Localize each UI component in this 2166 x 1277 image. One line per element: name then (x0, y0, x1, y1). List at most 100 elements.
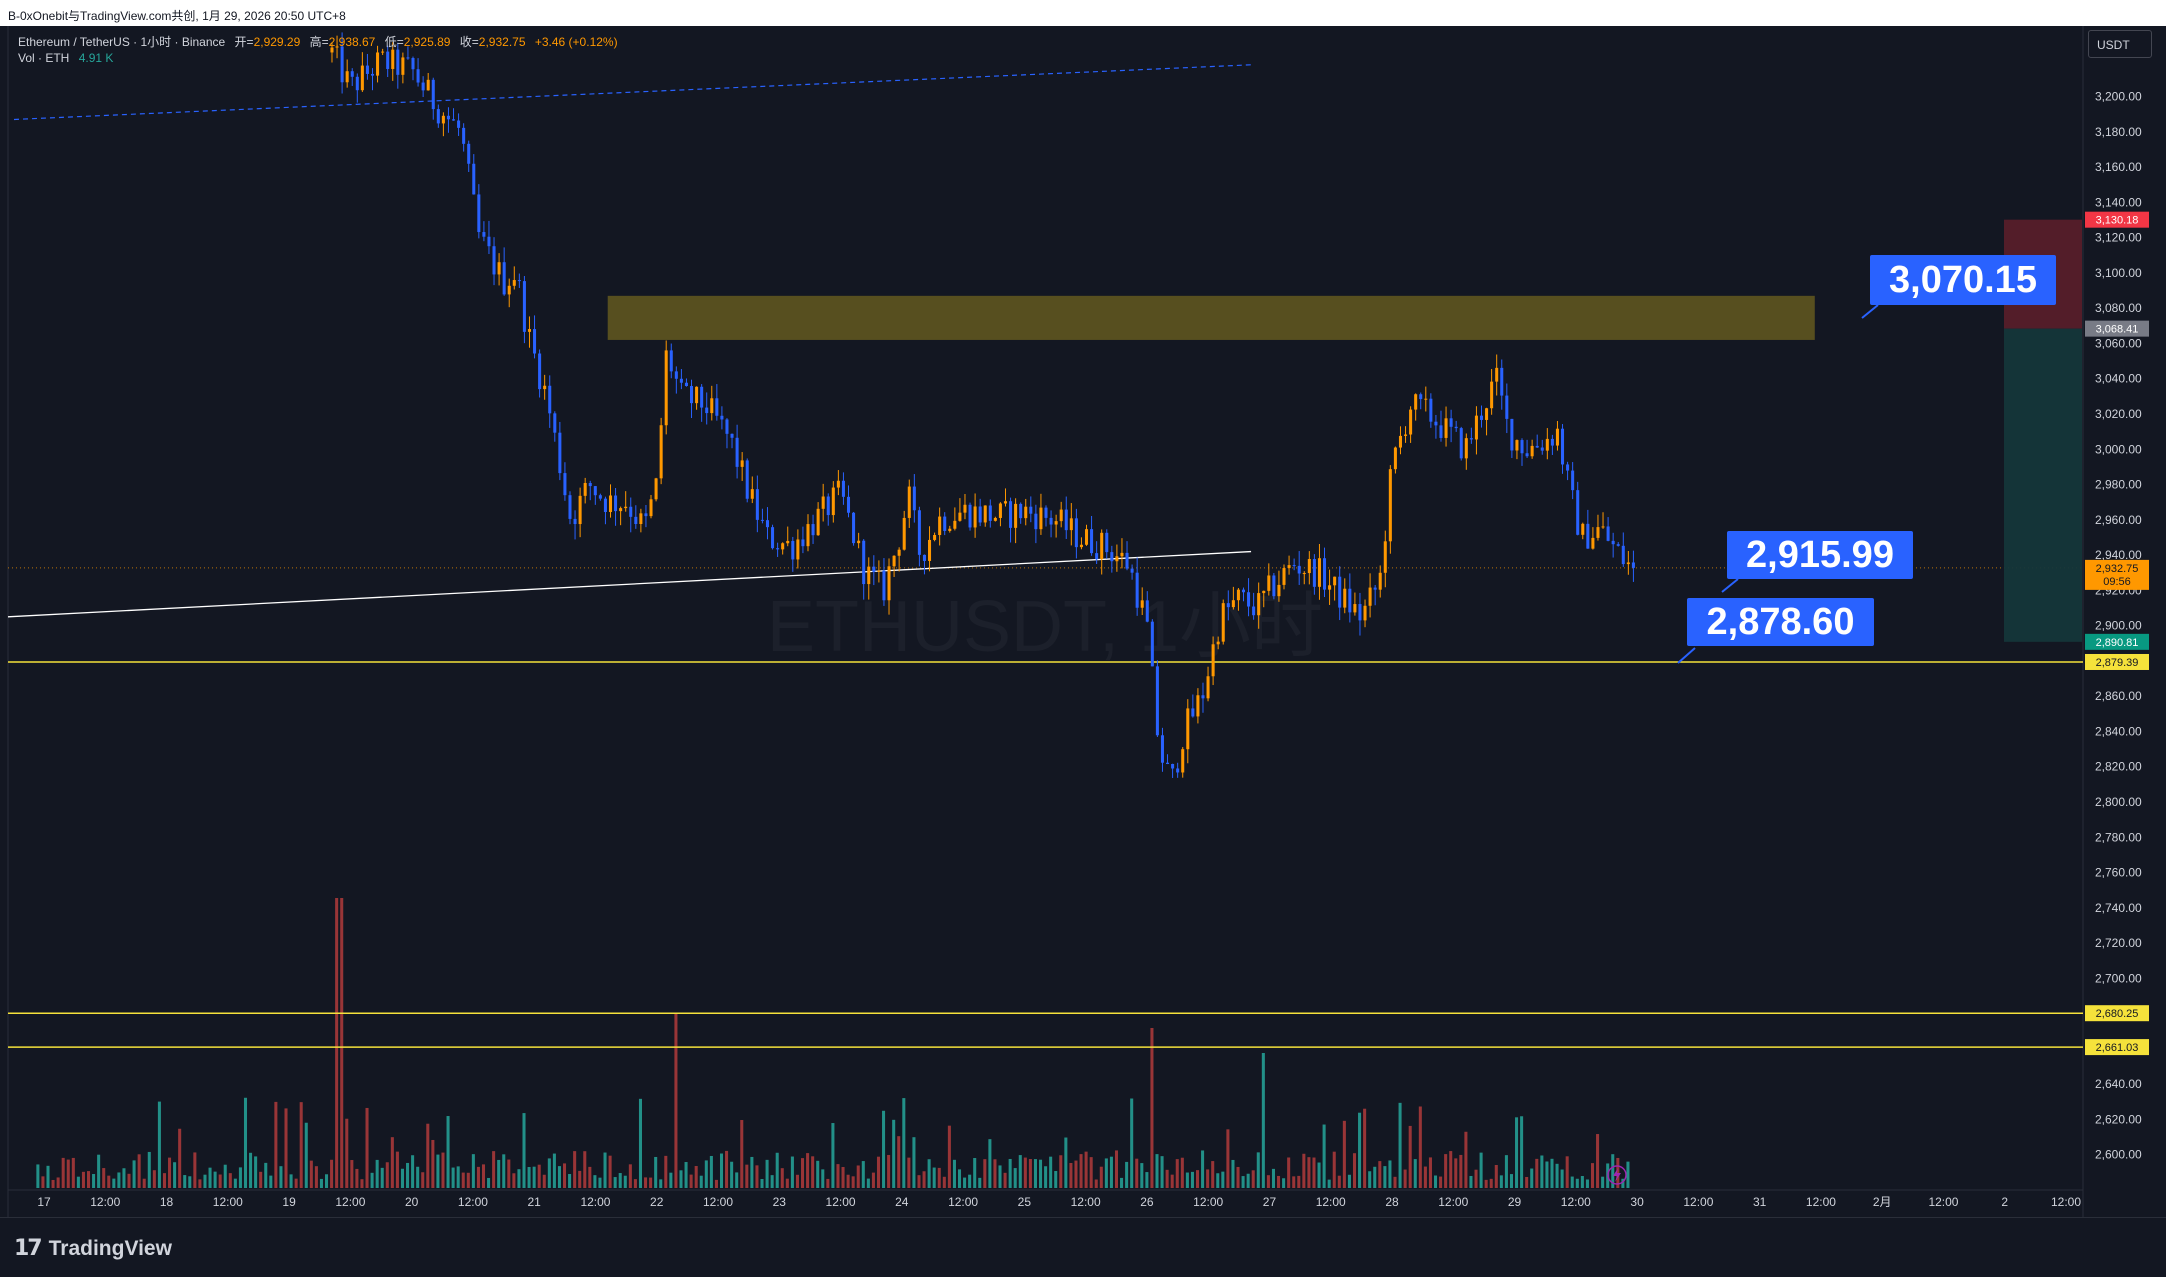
candle-body (1505, 395, 1509, 419)
candle-body (1631, 562, 1635, 568)
candle (340, 32, 344, 94)
volume-bar (1211, 1161, 1215, 1188)
volume-bar (208, 1167, 212, 1188)
support-price-annotation[interactable]: 2,878.60 (1687, 598, 1874, 646)
volume-bar (1175, 1159, 1179, 1188)
candle (791, 536, 795, 572)
x-tick-label: 12:00 (1561, 1195, 1591, 1209)
candle-body (1191, 708, 1195, 717)
tradingview-logo[interactable]: 17 TradingView (14, 1236, 172, 1261)
volume-bar (1282, 1178, 1286, 1188)
volume-bar (694, 1166, 698, 1188)
candle-body (1247, 592, 1251, 607)
volume-bar (709, 1155, 713, 1188)
candle-body (862, 540, 866, 585)
candle-body (902, 517, 906, 550)
candle-body (360, 65, 364, 91)
candle-body (533, 329, 537, 354)
volume-bar (507, 1159, 511, 1188)
time-axis[interactable]: 17 12:00 18 12:00 19 12:00 20 12:00 21 12:00 22 12:… (37, 1195, 2081, 1209)
legend-high-label: 高= (309, 35, 329, 49)
candle-body (679, 378, 683, 383)
volume-bar (1368, 1171, 1372, 1188)
candle-body (639, 513, 643, 525)
volume-bar (102, 1168, 106, 1188)
candle-body (968, 504, 972, 528)
volume-bar (1530, 1168, 1534, 1188)
volume-bar (476, 1166, 480, 1188)
volume-bar (669, 1172, 673, 1188)
candle-body (1110, 552, 1114, 562)
candle-body (725, 419, 729, 434)
candle (816, 502, 820, 536)
candle (968, 502, 972, 531)
candle-body (563, 473, 567, 496)
target-price-annotation[interactable]: 3,070.15 (1870, 255, 2056, 305)
alert-icon[interactable] (1607, 1165, 1627, 1185)
candle-body (1155, 666, 1159, 736)
candle (1181, 747, 1185, 778)
candle (806, 514, 810, 552)
candle-body (451, 119, 456, 121)
volume-bar (902, 1098, 906, 1188)
volume-bar (897, 1136, 901, 1188)
volume-bar (887, 1154, 891, 1188)
volume-bar (183, 1175, 187, 1188)
volume-bar (1327, 1179, 1331, 1188)
volume-bar (750, 1156, 754, 1188)
volume-bar (1271, 1168, 1275, 1188)
volume-bar (1003, 1172, 1007, 1188)
candle (776, 542, 780, 557)
volume-bar (1484, 1179, 1488, 1188)
volume-bar (107, 1175, 111, 1188)
candle-body (1373, 587, 1377, 590)
candle-body (467, 143, 471, 164)
volume-bar (1018, 1155, 1022, 1188)
candles-layer (330, 32, 1635, 778)
volume-bar (1246, 1173, 1250, 1188)
volume-bar (1464, 1131, 1468, 1188)
candle-body (1601, 526, 1605, 528)
volume-bar (1494, 1164, 1498, 1188)
volume-bar (345, 1118, 349, 1188)
candle (1287, 555, 1291, 575)
volume-bar (927, 1159, 931, 1188)
candle-body (1479, 415, 1484, 420)
candle-body (836, 480, 840, 488)
x-tick-label: 20 (405, 1195, 419, 1209)
candle-body (1566, 464, 1570, 471)
volume-bar (745, 1164, 749, 1188)
candle-body (1626, 562, 1630, 565)
candle (1444, 406, 1448, 447)
candle-body (1555, 428, 1559, 446)
candle-body (705, 407, 709, 414)
candle (1135, 557, 1139, 616)
candle (345, 59, 349, 88)
stop-loss-price-label: 3,130.18 (2096, 215, 2139, 227)
candle (492, 237, 496, 286)
x-tick-label: 12:00 (1438, 1195, 1468, 1209)
volume-bar (922, 1171, 926, 1188)
currency-button[interactable]: USDT (2088, 30, 2152, 58)
candle (669, 343, 673, 379)
price-axis[interactable]: 3,200.00 3,180.00 3,160.00 3,140.00 3,120.00… (2095, 90, 2142, 1162)
candle-body (548, 385, 552, 414)
volume-bar (502, 1154, 506, 1188)
candle-body (1490, 381, 1494, 409)
candle (1414, 393, 1418, 421)
candle (1626, 550, 1630, 575)
candle-body (821, 496, 825, 509)
volume-bar (826, 1178, 830, 1188)
candle (1581, 522, 1585, 540)
volume-bar (324, 1174, 329, 1188)
candle (938, 507, 942, 546)
candle (684, 378, 688, 387)
support-price-label-bg (2085, 653, 2149, 670)
volume-bar (451, 1167, 455, 1188)
volume-bar (1292, 1176, 1296, 1188)
candle (1510, 418, 1514, 458)
candle-body (1393, 447, 1397, 470)
current-price-annotation[interactable]: 2,915.99 (1727, 531, 1913, 579)
candle-body (1561, 428, 1565, 465)
volume-bar (598, 1177, 602, 1188)
